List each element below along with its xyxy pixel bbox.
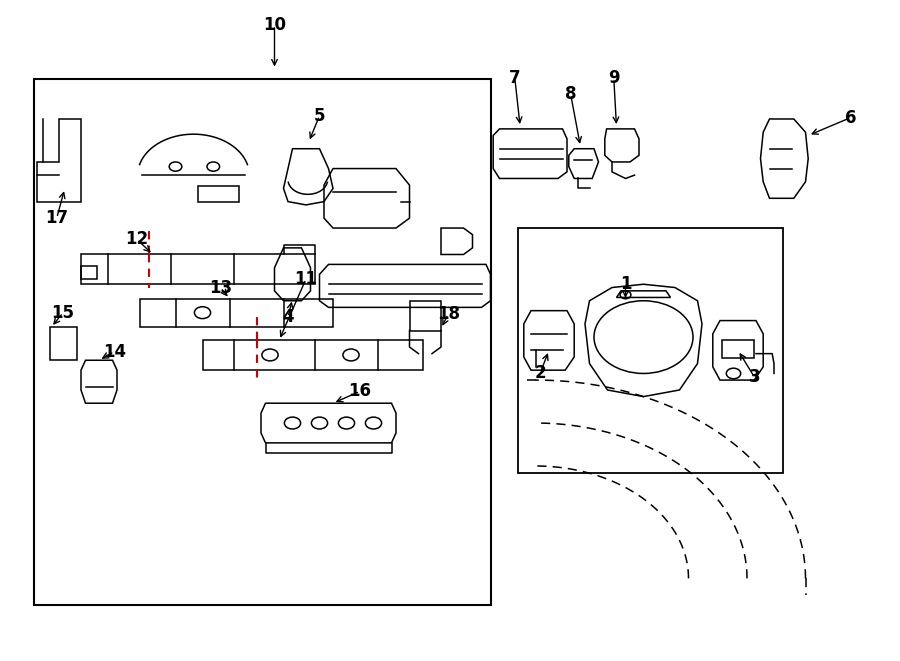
Text: 12: 12 (125, 230, 148, 249)
Text: 6: 6 (845, 108, 856, 127)
Text: 3: 3 (749, 368, 760, 386)
Text: 14: 14 (103, 342, 126, 361)
Text: 17: 17 (45, 209, 68, 227)
Text: 1: 1 (620, 275, 631, 293)
Text: 2: 2 (535, 364, 545, 383)
Text: 7: 7 (509, 69, 520, 87)
Text: 13: 13 (209, 278, 232, 297)
Text: 4: 4 (283, 308, 293, 327)
Text: 11: 11 (294, 270, 318, 288)
Text: 15: 15 (51, 303, 75, 322)
Bar (34, 79, 490, 605)
Text: 10: 10 (263, 16, 286, 34)
Bar (518, 228, 783, 473)
Text: 5: 5 (314, 106, 325, 125)
Text: 8: 8 (565, 85, 576, 103)
Text: 18: 18 (436, 305, 460, 323)
Text: 16: 16 (348, 382, 372, 401)
Text: 9: 9 (608, 69, 619, 87)
